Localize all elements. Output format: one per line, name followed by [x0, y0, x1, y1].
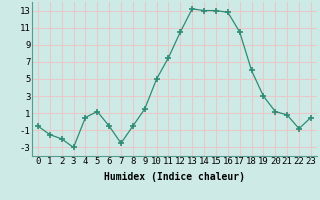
X-axis label: Humidex (Indice chaleur): Humidex (Indice chaleur): [104, 172, 245, 182]
